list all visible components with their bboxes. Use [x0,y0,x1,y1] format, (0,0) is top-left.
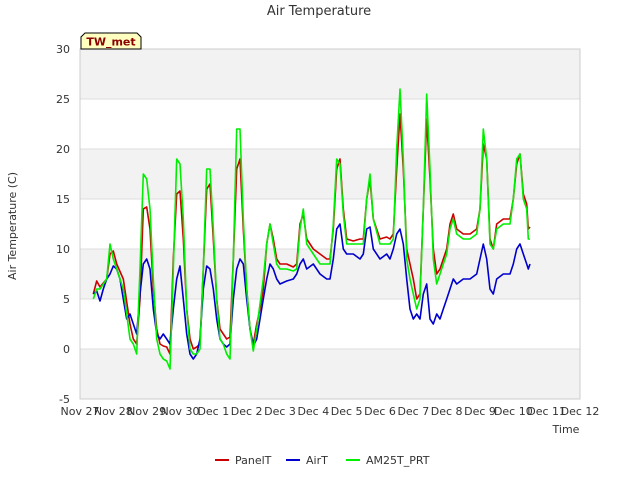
y-tick-label: 5 [63,293,70,306]
x-tick-label: Dec 3 [264,405,296,418]
series-lines [92,88,531,370]
legend-label-am25t-prt: AM25T_PRT [366,454,430,467]
grid-band [80,49,580,99]
station-tag-box [80,32,142,50]
legend-label-airt: AirT [306,454,328,467]
x-axis-title: Time [552,423,580,436]
station-tag: TW_met [80,32,142,50]
x-tick-label: Dec 8 [431,405,463,418]
x-tick-label: Dec 6 [364,405,396,418]
x-tick-label: Dec 2 [231,405,263,418]
x-tick-label: Dec 9 [464,405,496,418]
x-tick-label: Dec 7 [397,405,429,418]
grid-bands [80,49,580,399]
y-axis-title: Air Temperature (C) [6,172,19,280]
y-tick-label: -5 [59,393,70,406]
x-tick-label: Dec 12 [561,405,600,418]
plot-area-border [79,48,581,400]
y-tick-label: 30 [56,43,70,56]
series-line-am25t-prt [92,88,530,370]
x-tick-label: Dec 4 [297,405,329,418]
y-tick-label: 20 [56,143,70,156]
y-tick-label: 25 [56,93,70,106]
series-line-airt [92,223,531,360]
x-tick-label: Dec 5 [331,405,363,418]
y-tick-label: 0 [63,343,70,356]
legend-label-panelt: PanelT [235,454,272,467]
grid-band [80,349,580,399]
chart-title: Air Temperature [267,4,371,19]
x-tick-label: Nov 28 [94,405,133,418]
x-tick-label: Dec 10 [494,405,533,418]
grid-band [80,149,580,199]
y-tick-label: 15 [56,193,70,206]
x-tick-label: Nov 30 [161,405,200,418]
x-tick-label: Dec 1 [197,405,229,418]
y-axis-ticks: -5 0 5 10 15 20 25 30 [56,43,70,406]
legend: PanelT AirT AM25T_PRT [215,454,430,467]
station-tag-label: TW_met [86,36,135,49]
x-tick-label: Dec 11 [527,405,566,418]
x-tick-label: Nov 27 [61,405,100,418]
x-tick-label: Nov 29 [127,405,166,418]
y-tick-label: 10 [56,243,70,256]
